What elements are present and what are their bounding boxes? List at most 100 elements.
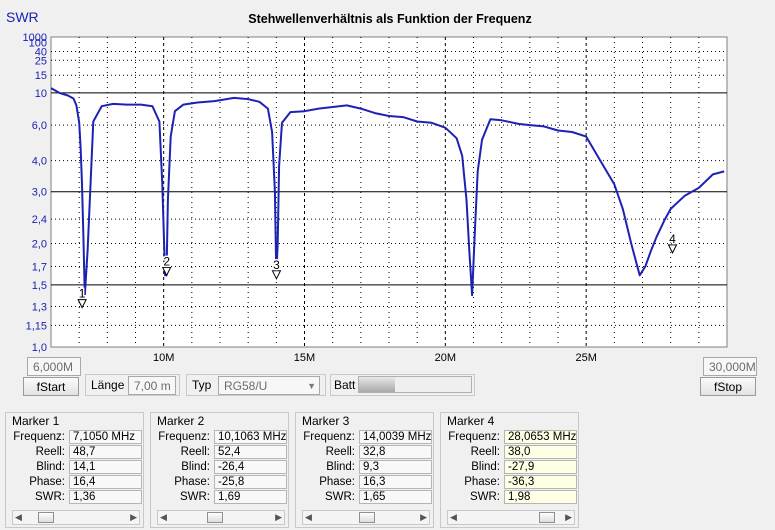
marker-field-value[interactable]: 1,69 <box>214 490 287 504</box>
scroll-left-icon[interactable]: ◀ <box>305 512 312 522</box>
marker-field-label: Phase: <box>319 476 355 488</box>
typ-label: Typ <box>192 378 212 392</box>
marker-row: Blind: -27,9 <box>441 460 580 475</box>
marker-field-value[interactable]: 1,65 <box>359 490 432 504</box>
scroll-right-icon[interactable]: ▶ <box>420 512 427 522</box>
marker-scrollbar[interactable]: ◀ ▶ <box>12 510 140 525</box>
y-tick-label: 10 <box>35 88 47 100</box>
marker-field-value[interactable]: -25,8 <box>214 475 287 489</box>
battery-level-bar <box>358 376 472 393</box>
marker-row: Phase: 16,4 <box>6 475 145 490</box>
scroll-right-icon[interactable]: ▶ <box>565 512 572 522</box>
marker-triangle <box>271 270 282 280</box>
y-tick-label: 4,0 <box>32 156 47 168</box>
marker-field-label: Reell: <box>325 446 355 458</box>
marker-field-label: Blind: <box>36 461 65 473</box>
marker-row: Reell: 52,4 <box>151 445 290 460</box>
scrollbar-thumb[interactable] <box>539 512 555 523</box>
scroll-right-icon[interactable]: ▶ <box>130 512 137 522</box>
x-tick-label: 25M <box>575 352 596 364</box>
y-tick-label: 3,0 <box>32 187 47 199</box>
typ-select[interactable]: RG58/U ▼ <box>218 376 320 395</box>
marker-field-value[interactable]: 16,4 <box>69 475 142 489</box>
marker-field-value[interactable]: 32,8 <box>359 445 432 459</box>
marker-triangle <box>667 244 678 254</box>
scroll-left-icon[interactable]: ◀ <box>15 512 22 522</box>
marker-field-value[interactable]: 1,36 <box>69 490 142 504</box>
marker-field-value[interactable]: -36,3 <box>504 475 577 489</box>
marker-field-value[interactable]: 16,3 <box>359 475 432 489</box>
marker-field-value[interactable]: 7,1050 MHz <box>69 430 142 444</box>
marker-row: Reell: 48,7 <box>6 445 145 460</box>
marker-field-label: SWR: <box>179 491 210 503</box>
marker-triangle <box>161 266 172 277</box>
chart-ylabel: SWR <box>6 9 39 25</box>
chevron-down-icon: ▼ <box>307 381 316 391</box>
marker-row: SWR: 1,69 <box>151 490 290 505</box>
fstop-value[interactable]: 30,000M <box>703 357 757 376</box>
marker-field-label: Reell: <box>35 446 65 458</box>
marker-row: Frequenz: 7,1050 MHz <box>6 430 145 445</box>
marker-field-value[interactable]: 28,0653 MHz <box>504 430 577 444</box>
marker-field-value[interactable]: -26,4 <box>214 460 287 474</box>
marker-row: SWR: 1,65 <box>296 490 435 505</box>
fstart-value[interactable]: 6,000M <box>27 357 81 376</box>
y-tick-label: 15 <box>35 70 47 82</box>
marker-field-value[interactable]: 9,3 <box>359 460 432 474</box>
y-tick-label: 25 <box>35 55 47 67</box>
scrollbar-thumb[interactable] <box>359 512 375 523</box>
marker-label: 1 <box>79 287 86 301</box>
marker-field-value[interactable]: 14,0039 MHz <box>359 430 432 444</box>
marker-field-value[interactable]: 10,1063 MHz <box>214 430 287 444</box>
y-tick-label: 6,0 <box>32 120 47 132</box>
marker-panel-title: Marker 3 <box>302 414 350 428</box>
typ-select-value: RG58/U <box>224 379 268 393</box>
marker-row: Phase: -25,8 <box>151 475 290 490</box>
fstart-button[interactable]: fStart <box>23 377 79 396</box>
marker-field-value[interactable]: 14,1 <box>69 460 142 474</box>
marker-field-value[interactable]: 48,7 <box>69 445 142 459</box>
marker-field-label: SWR: <box>34 491 65 503</box>
marker-field-label: Blind: <box>181 461 210 473</box>
scroll-left-icon[interactable]: ◀ <box>450 512 457 522</box>
chart-title: Stehwellenverhältnis als Funktion der Fr… <box>248 12 531 26</box>
x-tick-label: 10M <box>153 352 174 364</box>
marker-field-label: Phase: <box>464 476 500 488</box>
marker-panel-3: Marker 3 Frequenz: 14,0039 MHz Reell: 32,8 Bl… <box>295 412 434 528</box>
marker-field-label: SWR: <box>324 491 355 503</box>
marker-panel-title: Marker 1 <box>12 414 60 428</box>
marker-row: Blind: -26,4 <box>151 460 290 475</box>
marker-row: Reell: 32,8 <box>296 445 435 460</box>
marker-row: SWR: 1,98 <box>441 490 580 505</box>
marker-label: 3 <box>273 258 280 272</box>
scroll-right-icon[interactable]: ▶ <box>275 512 282 522</box>
y-tick-label: 1,3 <box>32 302 47 314</box>
typ-box <box>186 374 326 396</box>
scrollbar-thumb[interactable] <box>38 512 54 523</box>
marker-row: Frequenz: 14,0039 MHz <box>296 430 435 445</box>
marker-row: Phase: 16,3 <box>296 475 435 490</box>
marker-field-value[interactable]: 1,98 <box>504 490 577 504</box>
batt-label: Batt <box>334 378 356 392</box>
laenge-label: Länge <box>91 378 125 392</box>
y-tick-label: 100 <box>29 38 47 50</box>
laenge-box <box>85 374 180 396</box>
marker-scrollbar[interactable]: ◀ ▶ <box>157 510 285 525</box>
swr-curve <box>50 87 725 297</box>
marker-panel-1: Marker 1 Frequenz: 7,1050 MHz Reell: 48,7 Bli… <box>5 412 144 528</box>
marker-row: Reell: 38,0 <box>441 445 580 460</box>
marker-scrollbar[interactable]: ◀ ▶ <box>302 510 430 525</box>
battery-level-fill <box>359 377 395 392</box>
laenge-input[interactable]: 7,00 m <box>128 376 176 395</box>
scrollbar-thumb[interactable] <box>207 512 223 523</box>
marker-field-label: Frequenz: <box>13 431 65 443</box>
marker-scrollbar[interactable]: ◀ ▶ <box>447 510 575 525</box>
marker-field-value[interactable]: 38,0 <box>504 445 577 459</box>
marker-field-value[interactable]: 52,4 <box>214 445 287 459</box>
x-tick-label: 15M <box>294 352 315 364</box>
fstop-button[interactable]: fStop <box>700 377 756 396</box>
scroll-left-icon[interactable]: ◀ <box>160 512 167 522</box>
y-tick-label: 40 <box>35 47 47 59</box>
marker-field-label: Frequenz: <box>303 431 355 443</box>
marker-field-value[interactable]: -27,9 <box>504 460 577 474</box>
